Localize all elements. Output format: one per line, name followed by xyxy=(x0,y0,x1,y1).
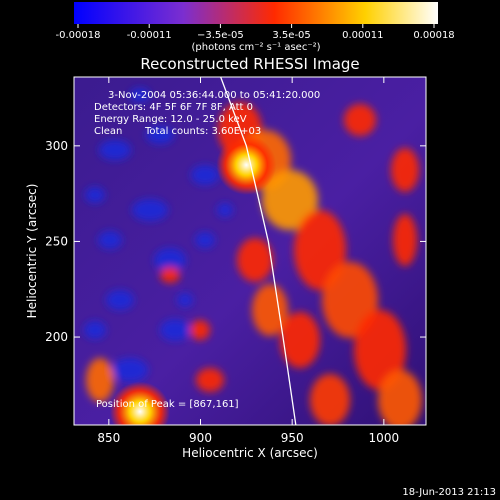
heatmap-plot xyxy=(74,77,426,425)
warm-region xyxy=(190,320,210,340)
dim-region xyxy=(106,290,134,310)
plot-frame xyxy=(73,76,427,426)
dim-region xyxy=(84,321,106,339)
warm-region xyxy=(262,170,318,230)
y-axis-label: Heliocentric Y (arcsec) xyxy=(25,184,39,319)
annotations: 3-Nov-2004 05:36:44.000 to 05:41:20.000 … xyxy=(94,90,320,410)
peak-position-label: Position of Peak = [867,161] xyxy=(96,399,239,410)
colorbar-tick-label: 0.00018 xyxy=(413,30,454,41)
footer-timestamp: 18-Jun-2013 21:13 xyxy=(402,487,496,498)
y-axis-ticks: 200 250 300 xyxy=(45,139,426,344)
dim-region xyxy=(195,232,215,248)
y-tick-label: 300 xyxy=(45,139,68,153)
annotation-energy: Energy Range: 12.0 - 25.0 keV xyxy=(94,114,247,125)
warm-region xyxy=(280,312,320,368)
colorbar-tick-label: 3.5e-05 xyxy=(272,30,310,41)
warm-region xyxy=(354,310,406,390)
warm-region xyxy=(393,214,417,266)
dim-region xyxy=(160,319,190,341)
colorbar-tick-label: -0.00011 xyxy=(127,30,172,41)
bright-source xyxy=(216,134,277,195)
dim-region xyxy=(99,140,131,160)
bright-source xyxy=(110,381,170,425)
solar-limb-curve xyxy=(220,77,297,425)
warm-region xyxy=(344,104,376,136)
colorbar-tick-label: −3.5e-05 xyxy=(197,30,244,41)
chart-title: Reconstructed RHESSI Image xyxy=(140,55,359,73)
warm-region xyxy=(160,267,180,283)
heatmap-blobs xyxy=(84,88,422,425)
colorbar-gradient-rect xyxy=(74,2,438,24)
annotation-total-counts: Total counts: 3.60E+03 xyxy=(144,126,261,137)
warm-region xyxy=(237,238,273,282)
bright-sources xyxy=(110,134,277,425)
annotation-time: 3-Nov-2004 05:36:44.000 to 05:41:20.000 xyxy=(108,90,320,101)
dim-region xyxy=(154,248,186,272)
warm-region xyxy=(378,370,422,425)
dim-region xyxy=(98,231,122,249)
colorbar: -0.00018 -0.00011 −3.5e-05 3.5e-05 0.00011 0.… xyxy=(56,2,455,53)
dim-region xyxy=(177,293,193,307)
dim-region xyxy=(112,358,148,382)
warm-region xyxy=(391,148,419,192)
colorbar-ticks: -0.00018 -0.00011 −3.5e-05 3.5e-05 0.00011 0.… xyxy=(56,24,455,41)
dim-region xyxy=(132,199,168,221)
x-axis-ticks: 850 900 950 1000 xyxy=(97,77,399,445)
warm-region xyxy=(86,358,114,402)
x-tick-label: 950 xyxy=(281,431,304,445)
warm-region xyxy=(196,368,224,392)
x-axis-label: Heliocentric X (arcsec) xyxy=(182,446,318,460)
warm-region xyxy=(252,284,288,336)
dim-region xyxy=(217,203,233,217)
x-tick-label: 900 xyxy=(189,431,212,445)
annotation-method: Clean xyxy=(94,126,122,137)
colorbar-tick-label: -0.00018 xyxy=(56,30,101,41)
y-tick-label: 250 xyxy=(45,234,68,248)
dim-region xyxy=(191,165,219,185)
x-tick-label: 850 xyxy=(97,431,120,445)
y-tick-label: 200 xyxy=(45,330,68,344)
colorbar-tick-label: 0.00011 xyxy=(342,30,383,41)
colorbar-label: (photons cm⁻² s⁻¹ asec⁻²) xyxy=(191,42,320,53)
annotation-detectors: Detectors: 4F 5F 6F 7F 8F, Att 0 xyxy=(94,102,253,113)
warm-region xyxy=(310,374,350,425)
dim-region xyxy=(85,187,105,203)
dim-region xyxy=(146,126,174,144)
dim-region xyxy=(130,88,150,102)
x-tick-label: 1000 xyxy=(369,431,400,445)
